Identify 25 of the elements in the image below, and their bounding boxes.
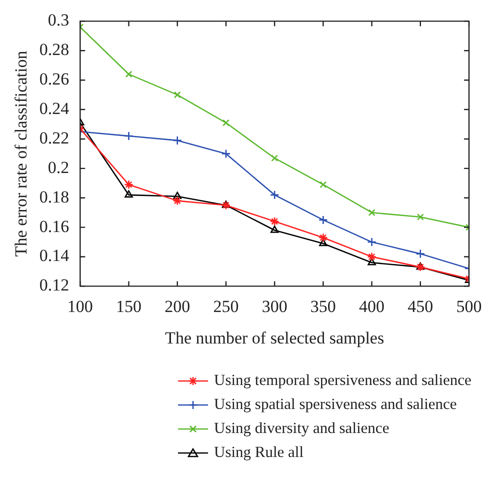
y-tick-label: 0.18 (39, 187, 70, 206)
y-tick-label: 0.16 (39, 216, 70, 236)
y-tick-label: 0.24 (39, 99, 70, 118)
x-tick-label: 350 (310, 296, 336, 316)
x-tick-label: 200 (164, 296, 190, 316)
x-tick-label: 450 (408, 296, 434, 316)
y-axis-title: The error rate of classification (12, 50, 31, 257)
legend-label: Using spatial spersiveness and salience (214, 396, 457, 414)
x-axis-title: The number of selected samples (165, 328, 384, 348)
y-tick-label: 0.14 (39, 246, 70, 266)
y-tick-label: 0.2 (48, 158, 70, 177)
y-tick-label: 0.28 (39, 40, 70, 60)
legend-label: Using diversity and salience (214, 420, 390, 438)
x-tick-label: 300 (262, 296, 288, 316)
y-tick-label: 0.3 (48, 10, 70, 30)
x-tick-label: 150 (116, 296, 142, 316)
y-tick-label: 0.22 (39, 128, 70, 148)
x-tick-label: 100 (67, 296, 93, 316)
x-tick-label: 250 (213, 296, 239, 316)
y-tick-label: 0.26 (39, 70, 70, 89)
x-tick-label: 400 (359, 296, 385, 316)
legend-label: Using temporal spersiveness and salience (214, 372, 472, 390)
legend-label: Using Rule all (214, 444, 304, 462)
y-tick-label: 0.12 (39, 276, 70, 295)
x-tick-label: 500 (456, 296, 482, 316)
